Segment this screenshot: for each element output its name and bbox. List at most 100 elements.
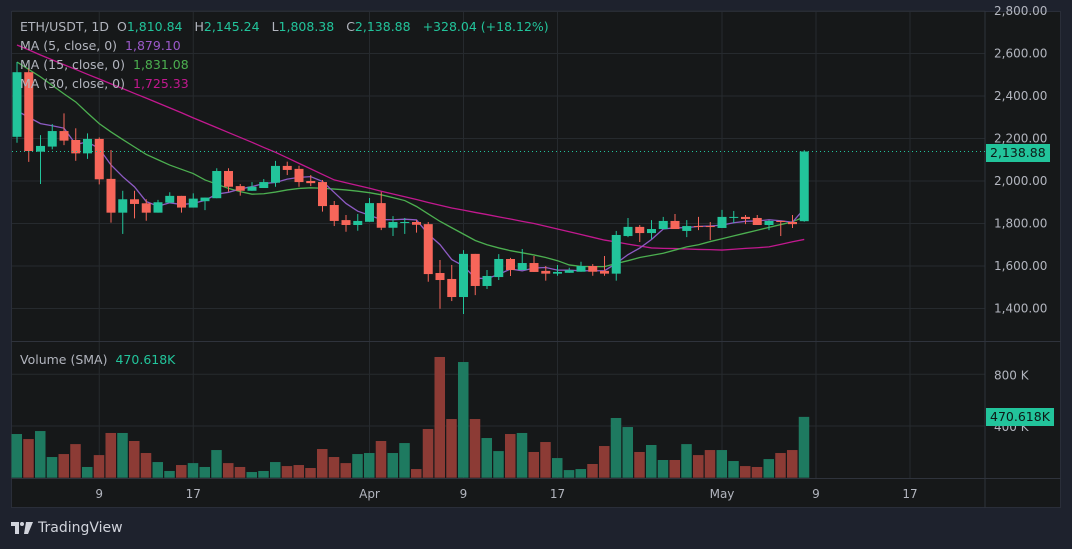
volume-bar	[364, 453, 375, 478]
volume-bar	[270, 462, 281, 478]
volume-bar	[317, 449, 328, 478]
candle-body	[764, 220, 774, 225]
open-value: 1,810.84	[126, 19, 183, 34]
volume-bar	[164, 470, 175, 478]
candle-body	[24, 72, 34, 152]
volume-bar	[387, 453, 398, 478]
ma15-legend[interactable]: MA (15, close, 0) 1,831.08	[20, 57, 193, 72]
candle-body	[682, 226, 692, 231]
candle-body	[318, 182, 327, 207]
volume-bar	[446, 419, 457, 478]
candle-body	[506, 258, 515, 271]
candle-body	[400, 222, 410, 224]
candle-body	[224, 171, 233, 187]
volume-bar	[293, 465, 304, 478]
candle-body	[412, 222, 421, 225]
tradingview-logo-icon	[11, 522, 33, 534]
candle-body	[47, 131, 57, 147]
volume-bar	[798, 416, 810, 478]
volume-bar	[634, 451, 645, 478]
volume-bar	[23, 439, 34, 478]
volume-bar	[199, 466, 210, 478]
volume-bar	[646, 444, 657, 478]
volume-bar	[528, 451, 539, 478]
candle-body	[200, 197, 210, 202]
candle-body	[541, 270, 551, 274]
candle-body	[729, 216, 739, 218]
volume-bar	[693, 455, 704, 478]
candle-body	[118, 199, 128, 213]
candle-body	[517, 263, 527, 271]
volume-bar	[763, 459, 774, 478]
candle-body	[752, 217, 762, 225]
ma5-legend[interactable]: MA (5, close, 0) 1,879.10	[20, 38, 185, 53]
time-tick-label: Apr	[359, 487, 380, 501]
volume-bar	[411, 469, 422, 478]
candle-body	[647, 229, 656, 234]
candle-body	[282, 165, 292, 170]
candle-body	[564, 270, 574, 273]
candle-body	[447, 278, 457, 298]
ma30-line	[16, 44, 805, 251]
brand-name: TradingView	[38, 520, 123, 536]
tradingview-logo[interactable]: TradingView	[11, 520, 123, 536]
volume-bar	[187, 463, 199, 478]
time-tick-label: 17	[550, 487, 565, 501]
candle-body	[83, 138, 92, 154]
volume-bar	[246, 472, 257, 478]
candle-body	[482, 275, 492, 286]
volume-bar	[469, 419, 481, 478]
ma30-legend[interactable]: MA (30, close, 0) 1,725.33	[20, 76, 193, 91]
volume-bar	[622, 427, 633, 478]
volume-bar	[58, 454, 69, 478]
volume-bar	[505, 434, 516, 478]
candle-body	[177, 195, 186, 208]
ma5-line	[16, 110, 805, 280]
candle-body	[694, 226, 703, 228]
price-tick-label: 2,000.00	[994, 174, 1047, 188]
price-tick-label: 2,600.00	[994, 47, 1047, 61]
price-tick-label: 1,800.00	[994, 217, 1047, 231]
low-value: 1,808.38	[278, 19, 335, 34]
open-label: O	[117, 19, 127, 34]
candle-body	[306, 181, 316, 184]
volume-bar	[281, 466, 293, 478]
candle-body	[670, 220, 680, 230]
volume-bar	[610, 417, 622, 478]
candle-body	[459, 253, 468, 298]
candle-body	[623, 226, 633, 237]
volume-value: 470.618K	[115, 352, 176, 367]
ma15-label: MA (15, close, 0)	[20, 57, 126, 72]
high-value: 2,145.24	[203, 19, 260, 34]
chart-frame[interactable]	[11, 11, 1061, 508]
last-price-tag: 2,138.88	[986, 144, 1050, 162]
candle-body	[94, 138, 104, 180]
ma15-line	[16, 61, 805, 268]
close-label: C	[346, 19, 355, 34]
time-tick-label: 17	[186, 487, 201, 501]
candle-body	[423, 224, 433, 275]
price-tick-label: 2,200.00	[994, 132, 1047, 146]
candle-body	[106, 178, 116, 213]
volume-bar	[234, 466, 246, 478]
candle-body	[247, 186, 257, 191]
candle-body	[435, 273, 445, 281]
volume-bar	[105, 432, 116, 478]
candle-body	[635, 226, 645, 234]
volume-bar	[787, 450, 798, 478]
symbol-label: ETH/USDT, 1D	[20, 19, 110, 34]
volume-bar	[740, 466, 751, 478]
time-tick-label: 9	[460, 487, 468, 501]
volume-bar	[575, 469, 586, 478]
price-tick-label: 1,400.00	[994, 302, 1047, 316]
ma5-value: 1,879.10	[125, 38, 181, 53]
volume-bar	[152, 462, 163, 478]
volume-bar	[70, 444, 81, 478]
volume-bar	[516, 432, 528, 478]
volume-legend[interactable]: Volume (SMA) 470.618K	[20, 352, 179, 367]
time-tick-label: 9	[812, 487, 820, 501]
candle-body	[494, 258, 504, 278]
ma30-value: 1,725.33	[133, 76, 189, 91]
volume-bar	[352, 454, 363, 478]
